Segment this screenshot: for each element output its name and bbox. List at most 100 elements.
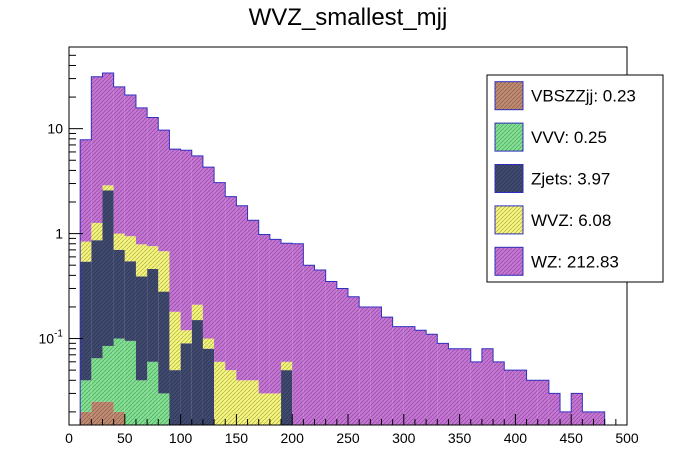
bar-wz-29-hatch: [392, 326, 404, 425]
bar-wz-20-hatch: [292, 243, 304, 425]
bar-vbszzjj-3-hatch: [102, 401, 114, 425]
legend-wz-swatch-hatch: [495, 247, 523, 276]
bar-wz-6-hatch: [135, 107, 148, 245]
bar-wz-21-hatch: [303, 265, 315, 425]
bar-wz-24-hatch: [336, 288, 348, 425]
bar-wz-8-hatch: [158, 130, 170, 252]
bar-wvz-6-hatch: [135, 244, 148, 277]
bar-wz-11-hatch: [191, 155, 203, 305]
bar-wz-17-hatch: [258, 234, 270, 394]
bar-wz-16-hatch: [247, 220, 259, 381]
x-tick-label: 200: [281, 430, 305, 446]
legend-zjets-label: Zjets: 3.97: [531, 170, 610, 189]
bar-zjets-19-hatch: [281, 370, 293, 425]
bar-zjets-7-hatch: [147, 268, 159, 362]
x-tick-label: 350: [448, 430, 472, 446]
legend-wvz-swatch-hatch: [495, 205, 523, 234]
bar-vvv-6-hatch: [135, 380, 148, 425]
bar-zjets-3-hatch: [102, 190, 114, 346]
histogram-bars: [69, 72, 627, 426]
bar-wvz-13-hatch: [214, 361, 226, 425]
axes: 0 50 100 150 200 250 300 350 400 450 500 10-1 1 10: [39, 46, 639, 446]
bar-vbszzjj-1-hatch: [80, 411, 92, 425]
bar-wz-10-hatch: [180, 150, 192, 331]
bar-wz-4-hatch: [113, 86, 125, 234]
bar-wvz-7-hatch: [147, 246, 159, 269]
bar-zjets-5-hatch: [124, 261, 136, 341]
bar-wz-37-hatch: [481, 348, 494, 425]
legend-vbszzjj-label: VBSZZjj: 0.23: [531, 87, 636, 106]
bar-wz-40-hatch: [515, 370, 527, 425]
bar-zjets-10-hatch: [180, 343, 192, 425]
bar-wvz-18-hatch: [269, 393, 282, 425]
bar-wvz-5-hatch: [124, 236, 136, 262]
bar-zjets-1-hatch: [80, 261, 92, 381]
bar-wz-27-hatch: [370, 306, 382, 425]
x-tick-label: 100: [169, 430, 193, 446]
x-tick-label: 250: [336, 430, 360, 446]
stack-outline: [69, 72, 627, 426]
bar-wz-41-hatch: [526, 380, 538, 425]
legend-vbszzjj-swatch-hatch: [495, 81, 523, 110]
bar-wz-33-hatch: [437, 343, 449, 425]
bar-vvv-8-hatch: [158, 393, 170, 425]
bar-wvz-1-hatch: [80, 241, 92, 262]
bar-wvz-19-hatch: [281, 361, 293, 371]
bar-wvz-15-hatch: [236, 380, 248, 425]
bar-wz-36-hatch: [470, 361, 482, 425]
x-tick-label: 500: [615, 430, 639, 446]
x-tick-label: 0: [65, 430, 73, 446]
bar-wvz-14-hatch: [225, 370, 237, 425]
x-tick-label: 150: [225, 430, 249, 446]
bar-vbszzjj-4-hatch: [113, 411, 125, 425]
bar-zjets-9-hatch: [169, 370, 181, 425]
bar-wz-30-hatch: [403, 326, 415, 425]
bar-wz-39-hatch: [504, 370, 516, 425]
legend-wvz-label: WVZ: 6.08: [531, 211, 611, 230]
bar-wvz-17-hatch: [258, 393, 270, 425]
legend-wz-label: WZ: 212.83: [531, 252, 619, 271]
bar-wvz-9-hatch: [169, 311, 181, 371]
bar-wz-7-hatch: [147, 117, 159, 247]
x-tick-label: 450: [560, 430, 584, 446]
bar-wvz-16-hatch: [247, 380, 259, 425]
bar-wvz-8-hatch: [158, 251, 170, 292]
bar-wz-18-hatch: [269, 239, 282, 394]
bar-zjets-2-hatch: [91, 240, 103, 359]
bar-wvz-11-hatch: [191, 304, 203, 321]
bar-wz-12-hatch: [202, 167, 215, 339]
bar-vbszzjj-2-hatch: [91, 401, 103, 425]
bar-wz-9-hatch: [169, 149, 181, 312]
bar-wvz-3-hatch: [102, 185, 114, 191]
legend-vvv-label: VVV: 0.25: [531, 128, 607, 147]
bar-zjets-8-hatch: [158, 291, 170, 394]
bar-wvz-12-hatch: [202, 338, 215, 349]
bar-wz-3-hatch: [102, 73, 114, 186]
y-tick-label: 10-1: [39, 329, 64, 347]
bar-wz-42-hatch: [537, 380, 549, 425]
bar-wz-28-hatch: [381, 317, 393, 425]
bar-wvz-10-hatch: [180, 330, 192, 344]
bar-zjets-4-hatch: [113, 249, 125, 339]
bar-wz-38-hatch: [493, 361, 505, 425]
bar-wz-23-hatch: [325, 281, 337, 425]
bar-vvv-7-hatch: [147, 361, 159, 425]
bar-wz-14-hatch: [225, 196, 237, 371]
legend-zjets-swatch-hatch: [495, 164, 523, 193]
bar-wz-43-hatch: [548, 393, 561, 425]
bar-vvv-3-hatch: [102, 345, 114, 402]
bar-wz-22-hatch: [314, 269, 326, 425]
x-tick-label: 50: [117, 430, 133, 446]
bar-wz-5-hatch: [124, 94, 136, 237]
bar-wz-15-hatch: [236, 205, 248, 381]
bar-wvz-4-hatch: [113, 233, 125, 250]
bar-wz-35-hatch: [459, 348, 471, 425]
bar-wz-26-hatch: [359, 306, 371, 425]
bar-vvv-1-hatch: [80, 380, 92, 412]
bar-wz-2-hatch: [91, 76, 103, 223]
bar-wz-34-hatch: [448, 348, 460, 425]
x-tick-label: 400: [504, 430, 528, 446]
chart-title: WVZ_smallest_mjj: [248, 4, 448, 31]
bar-wz-25-hatch: [348, 296, 360, 425]
bar-zjets-6-hatch: [135, 276, 148, 381]
